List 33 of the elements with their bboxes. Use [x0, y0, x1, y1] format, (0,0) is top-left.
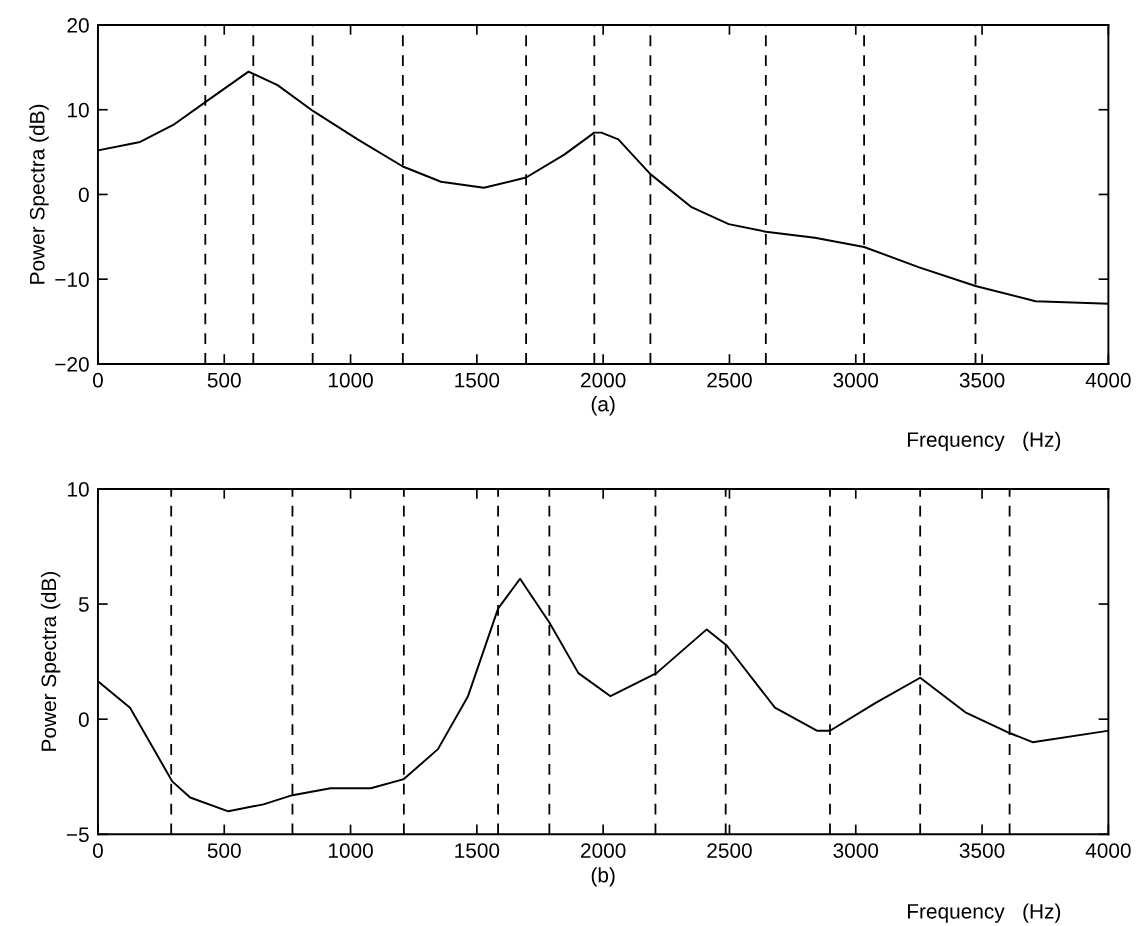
text: (a): [591, 396, 615, 416]
x-axis-title: Frequency (Hz): [907, 903, 1061, 923]
x-tick-label: 3000: [833, 372, 879, 388]
x-tick-label: 3000: [833, 843, 879, 858]
y-tick-label: −5: [66, 827, 89, 843]
x-tick-label: 4000: [1085, 843, 1131, 858]
text: (b): [591, 867, 615, 887]
x-tick-label: 3500: [959, 843, 1005, 858]
x-tick-label: 1500: [455, 843, 500, 858]
x-tick-label: 3500: [959, 372, 1005, 388]
y-axis-title: Power Spectra (dB): [29, 104, 49, 284]
y-tick-label: 10: [68, 481, 89, 497]
x-tick-label: 2000: [581, 843, 626, 858]
x-tick-label: 2500: [707, 372, 752, 388]
x-tick-label: 0: [92, 843, 103, 858]
x-tick-label: 2000: [581, 372, 626, 388]
y-tick-label: 0: [78, 712, 89, 727]
y-axis-title: Power Spectra (dB): [40, 572, 61, 751]
y-tick-label: −20: [55, 356, 89, 372]
x-tick-label: 1000: [328, 843, 373, 858]
x-tick-label: 500: [207, 372, 241, 388]
x-tick-label: 2500: [707, 843, 752, 858]
y-tick-label: 20: [67, 18, 89, 33]
x-tick-label: 4000: [1085, 372, 1131, 388]
y-tick-label: 5: [78, 597, 89, 612]
y-tick-label: 10: [68, 102, 89, 118]
x-axis-title: Frequency (Hz): [907, 431, 1061, 452]
y-tick-label: −10: [55, 272, 89, 287]
x-tick-label: 1500: [455, 372, 500, 388]
x-tick-label: 0: [92, 372, 103, 388]
x-tick-label: 1000: [328, 372, 373, 388]
x-tick-label: 500: [207, 843, 241, 858]
y-tick-label: 0: [78, 187, 89, 203]
